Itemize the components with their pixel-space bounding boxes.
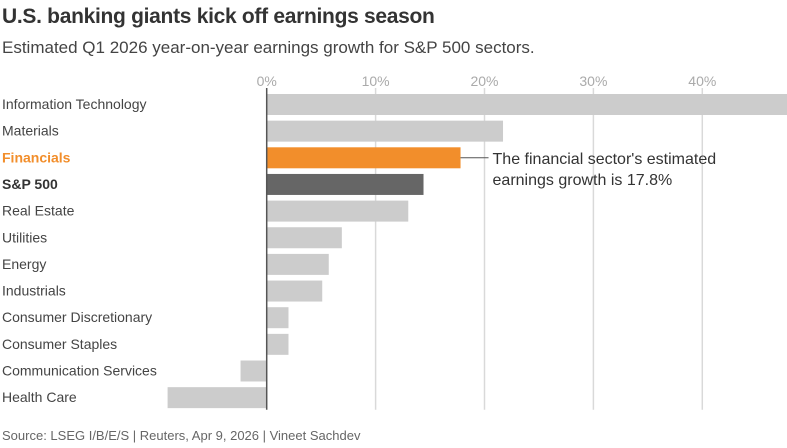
category-label: Communication Services xyxy=(2,363,157,379)
category-label: Information Technology xyxy=(2,96,147,112)
bar-industrials xyxy=(266,280,323,302)
annotation-text: earnings growth is 17.8% xyxy=(493,172,673,189)
bar-materials xyxy=(266,120,504,142)
bar-consumer-staples xyxy=(266,333,289,355)
bar-information-technology xyxy=(266,94,787,115)
x-tick-label: 0% xyxy=(257,73,277,89)
category-label: S&P 500 xyxy=(2,176,58,192)
x-tick-label: 10% xyxy=(362,73,390,89)
x-tick-label: 40% xyxy=(688,73,716,89)
category-label: Financials xyxy=(2,149,71,165)
chart-title: U.S. banking giants kick off earnings se… xyxy=(2,5,435,28)
annotation-text: The financial sector's estimated xyxy=(493,151,717,168)
category-label: Consumer Discretionary xyxy=(2,309,152,325)
category-label: Utilities xyxy=(2,229,47,245)
category-label: Energy xyxy=(2,256,46,272)
source-note: Source: LSEG I/B/E/S | Reuters, Apr 9, 2… xyxy=(2,428,361,443)
bar-energy xyxy=(266,253,329,275)
bar-health-care xyxy=(167,387,267,409)
category-label: Materials xyxy=(2,123,59,139)
bar-communication-services xyxy=(240,360,267,382)
bar-consumer-discretionary xyxy=(266,307,289,329)
x-tick-label: 30% xyxy=(579,73,607,89)
bar-financials xyxy=(266,147,461,169)
x-tick-label: 20% xyxy=(470,73,498,89)
category-label: Health Care xyxy=(2,389,77,405)
category-label: Consumer Staples xyxy=(2,336,117,352)
category-label: Industrials xyxy=(2,283,66,299)
bar-s-p-500 xyxy=(266,173,424,195)
category-label: Real Estate xyxy=(2,203,75,219)
bar-utilities xyxy=(266,227,342,249)
bar-real-estate xyxy=(266,200,409,222)
chart-subtitle: Estimated Q1 2026 year-on-year earnings … xyxy=(2,38,535,57)
